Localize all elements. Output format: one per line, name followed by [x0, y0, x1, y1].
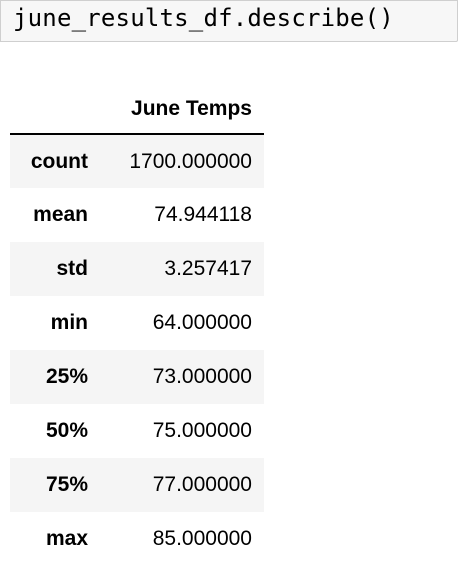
row-value: 85.000000	[152, 527, 252, 550]
row-value: 3.257417	[164, 257, 252, 280]
row-label: max	[45, 527, 88, 550]
table-row: mean 74.944118	[10, 188, 264, 242]
cell-output: June Temps count 1700.000000 mean 74.944…	[10, 84, 264, 566]
table-row: count 1700.000000	[10, 134, 264, 188]
row-value: 1700.000000	[129, 149, 252, 173]
code-cell-source[interactable]: june_results_df.describe()	[13, 4, 394, 32]
row-label: 25%	[45, 365, 88, 388]
row-value: 75.000000	[152, 419, 252, 442]
column-header-june-temps: June Temps	[100, 84, 264, 135]
table-row: 50% 75.000000	[10, 404, 264, 458]
table-row: min 64.000000	[10, 296, 264, 350]
row-value: 74.944118	[154, 203, 252, 226]
row-label: count	[30, 149, 88, 173]
code-cell-input[interactable]: june_results_df.describe()	[0, 0, 458, 42]
table-row: 75% 77.000000	[10, 458, 264, 512]
row-value: 73.000000	[152, 365, 252, 388]
row-label: min	[50, 311, 88, 334]
describe-dataframe: June Temps count 1700.000000 mean 74.944…	[10, 84, 264, 566]
row-label: 75%	[45, 473, 88, 496]
row-value: 77.000000	[152, 473, 252, 496]
row-label: std	[56, 257, 89, 280]
header-row: June Temps	[10, 84, 264, 135]
index-corner	[10, 84, 100, 135]
table-row: max 85.000000	[10, 512, 264, 566]
row-label: 50%	[45, 419, 88, 442]
table-row: 25% 73.000000	[10, 350, 264, 404]
row-label: mean	[33, 203, 88, 226]
table-row: std 3.257417	[10, 242, 264, 296]
row-value: 64.000000	[152, 311, 252, 334]
